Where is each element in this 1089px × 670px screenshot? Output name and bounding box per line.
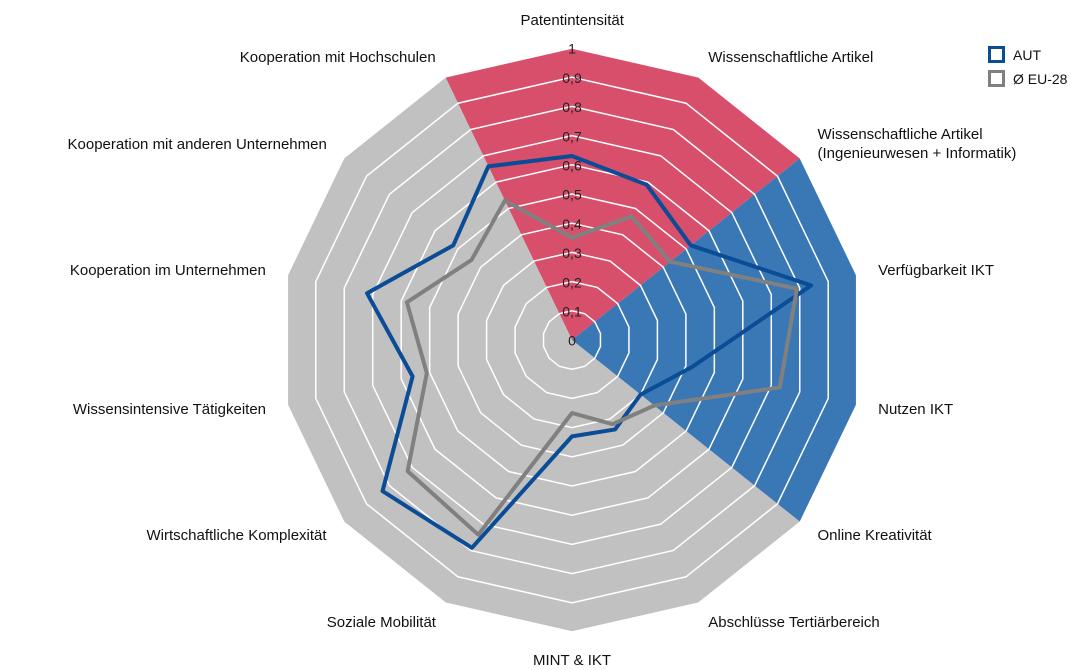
series-line [365,154,814,550]
legend-label: Ø EU-28 [1013,70,1068,87]
legend-swatch [988,46,1005,63]
tick-label: 0,4 [562,216,582,232]
grid-ring [485,251,659,429]
category-label: Kooperation mit Hochschulen [239,48,436,66]
grid-ring [457,222,687,458]
tick-label: 0,8 [562,99,582,115]
category-label: Verfügbarkeit IKT [878,261,995,279]
legend-swatch [988,70,1005,87]
legend-item: Ø EU-28 [988,70,1067,87]
category-label: Kooperation mit anderen Unternehmen [67,135,327,153]
category-label: Wissenschaftliche Artikel (Ingenieurwese… [817,126,1017,163]
tick-label: 0,6 [562,158,582,174]
category-label: Online Kreativität [817,527,932,545]
category-label: Abschlüsse Tertiärbereich [708,614,880,632]
tick-label: 0,9 [562,70,582,86]
category-label: Wissenschaftliche Artikel [708,48,874,66]
category-label: Kooperation im Unternehmen [69,261,266,279]
legend-item: AUT [988,46,1041,63]
series-line [404,198,799,537]
grid-ring [343,105,801,575]
tick-label: 0 [568,333,576,349]
category-label: Wirtschaftliche Komplexität [146,527,327,545]
grid-ring [371,134,773,546]
category-label: Wissensintensive Tätigkeiten [72,401,267,419]
tick-label: 0,7 [562,128,582,144]
category-label: Patentintensität [520,11,624,29]
grid-ring [315,76,829,604]
tick-label: 1 [568,41,576,57]
sector [287,76,801,632]
sector [445,48,801,340]
grid-ring [286,47,858,633]
grid-ring [542,310,602,370]
legend-label: AUT [1013,46,1041,63]
category-label: Nutzen IKT [878,401,954,419]
category-label: MINT & IKT [533,651,612,669]
tick-label: 0,1 [562,304,582,320]
tick-label: 0,3 [562,245,582,261]
tick-label: 0,2 [562,274,582,290]
tick-label: 0,5 [562,187,582,203]
grid-ring [514,280,630,400]
category-label: Soziale Mobilität [326,614,436,632]
